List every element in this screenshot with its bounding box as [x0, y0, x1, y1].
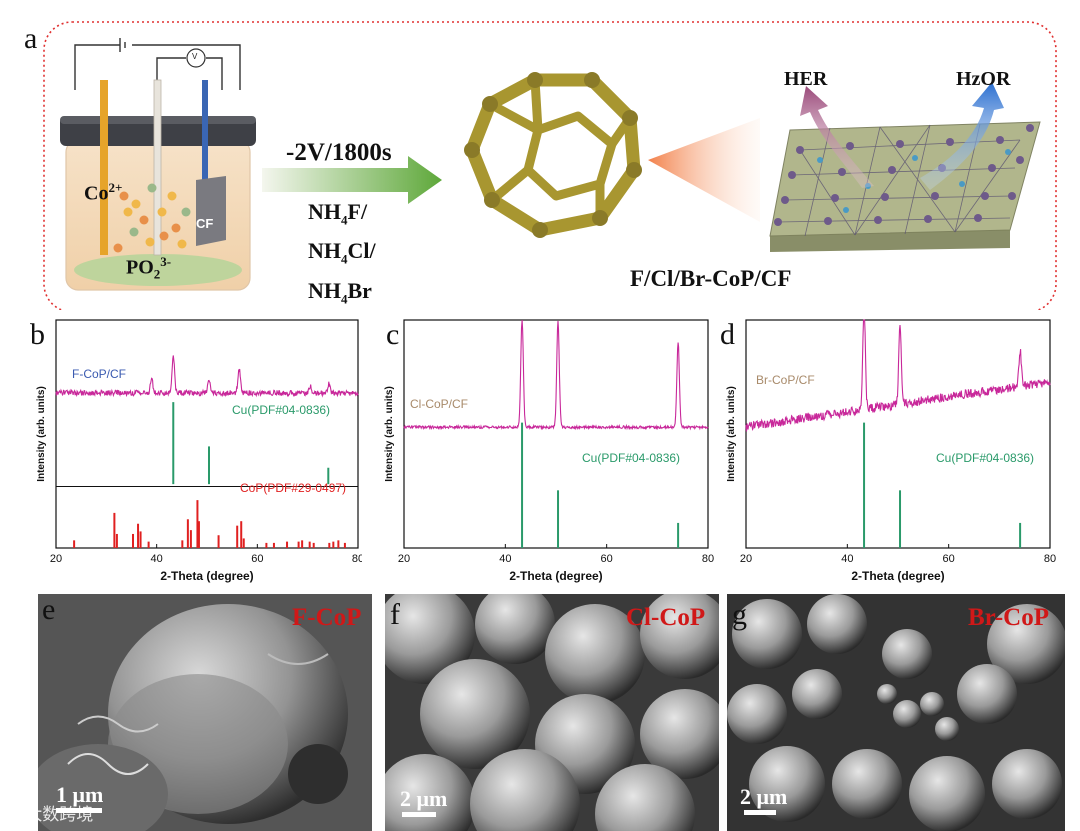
- process-arrow: [262, 156, 442, 204]
- reagent-cl: NH4Cl/: [308, 238, 376, 267]
- x-tick-label: 60: [601, 553, 613, 565]
- y-axis-label: Intensity (arb. units): [36, 386, 47, 482]
- frame-nodes: [464, 72, 642, 238]
- scale-text-e: 1 μm: [56, 782, 104, 807]
- x-tick-label: 80: [352, 553, 362, 565]
- xrd-chart-c: 20 40 60 80 2-Theta (degree) Intensity (arb. …: [384, 319, 714, 583]
- xrd-chart-b: 20 40 60 80 2-Theta (degree) Intensity (arb. …: [36, 319, 362, 583]
- cf-electrode-label: CF: [196, 216, 214, 231]
- series-label: Cu(PDF#04-0836): [936, 451, 1034, 465]
- plot-frame: [403, 319, 709, 549]
- panel-a-letter: a: [24, 22, 38, 55]
- panel-f-letter: f: [390, 598, 400, 631]
- y-axis-label: Intensity (arb. units): [726, 386, 737, 482]
- xrd-trace: [403, 319, 709, 431]
- circuit-wires: [74, 38, 241, 90]
- electrode-ref: [153, 79, 162, 256]
- x-tick-label: 80: [1044, 553, 1056, 565]
- series-label: Cl-CoP/CF: [410, 397, 468, 411]
- voltmeter-icon: [186, 48, 206, 68]
- sem-image-g: [727, 594, 1065, 831]
- hzor-label: HzOR: [956, 68, 1011, 90]
- scale-bar-e: [56, 808, 102, 813]
- x-tick-label: 20: [740, 553, 752, 565]
- x-axis-label: 2-Theta (degree): [509, 569, 602, 583]
- sem-image-f: [385, 594, 719, 831]
- x-tick-label: 60: [943, 553, 955, 565]
- co-ion-label: Co2+: [84, 180, 123, 205]
- x-tick-label: 20: [50, 553, 62, 565]
- scale-bar-f: [402, 812, 436, 817]
- series-label: Cu(PDF#04-0836): [582, 451, 680, 465]
- ion-particles: [113, 183, 191, 253]
- xrd-trace: [55, 355, 359, 398]
- sem-label-g: Br-CoP: [968, 604, 1049, 631]
- sem-label-f: Cl-CoP: [626, 604, 706, 631]
- panel-d-letter: d: [720, 318, 735, 351]
- electrode-cf-wire: [202, 80, 208, 190]
- reagent-list: NH4F/ NH4Cl/ NH4Br: [308, 196, 376, 314]
- reagent-br: NH4Br: [308, 277, 372, 307]
- x-axis-label: 2-Theta (degree): [851, 569, 944, 583]
- cf-plate: [196, 176, 226, 246]
- watermark: ⊙ 大数跨境: [8, 805, 94, 824]
- hzor-arrow: [920, 82, 1004, 190]
- xrd-trace: [745, 319, 1051, 432]
- crystal-structure: [769, 121, 1041, 252]
- product-label: F/Cl/Br-CoP/CF: [630, 266, 792, 291]
- sem-image-e: [38, 594, 372, 831]
- x-tick-label: 60: [251, 553, 263, 565]
- scale-bar-g: [744, 810, 776, 815]
- po-ion-label: PO23-: [126, 254, 172, 282]
- scale-text-f: 2 μm: [400, 786, 448, 811]
- x-tick-label: 80: [702, 553, 714, 565]
- panel-a-figure: [43, 21, 1057, 310]
- series-label: CoP(PDF#29-0497): [240, 481, 346, 495]
- electrode-co: [100, 80, 108, 255]
- series-label: Br-CoP/CF: [756, 373, 815, 387]
- series-label: Cu(PDF#04-0836): [232, 403, 330, 417]
- zoom-cone: [648, 118, 760, 222]
- watermark-icon: ⊙: [8, 807, 21, 824]
- panel-b-letter: b: [30, 318, 45, 351]
- x-tick-label: 40: [499, 553, 511, 565]
- plot-frame: [745, 319, 1051, 549]
- y-axis-label: Intensity (arb. units): [384, 386, 395, 482]
- panel-c-letter: c: [386, 318, 400, 351]
- x-tick-label: 40: [841, 553, 853, 565]
- series-label: F-CoP/CF: [72, 367, 126, 381]
- xrd-chart-d: 20 40 60 80 2-Theta (degree) Intensity (arb. …: [726, 319, 1056, 583]
- scale-text-g: 2 μm: [740, 784, 788, 809]
- panel-a-frame: [43, 21, 1057, 310]
- plot-frame: [55, 319, 359, 549]
- x-axis-label: 2-Theta (degree): [160, 569, 253, 583]
- panel-g-letter: g: [732, 598, 747, 631]
- voltmeter-label: V: [192, 52, 198, 61]
- panel-e-letter: e: [42, 593, 56, 626]
- beaker-bottom: [74, 254, 242, 286]
- x-tick-label: 40: [151, 553, 163, 565]
- condition-label: -2V/1800s: [286, 139, 392, 166]
- her-arrow: [800, 86, 874, 188]
- x-tick-label: 20: [398, 553, 410, 565]
- reagent-f: NH4F/: [308, 199, 368, 228]
- her-label: HER: [784, 68, 828, 90]
- sem-label-e: F-CoP: [292, 604, 362, 631]
